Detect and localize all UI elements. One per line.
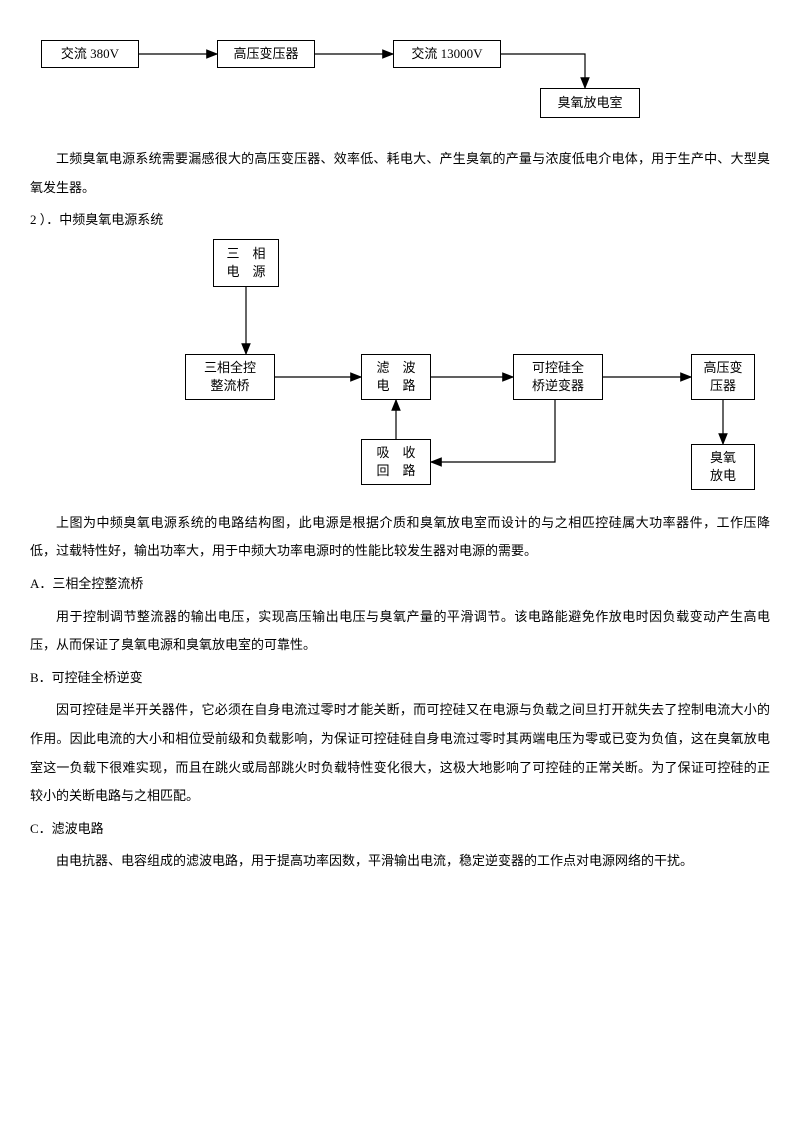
node-ozone: 臭氧放电室 — [540, 88, 640, 118]
heading-A: A．三相全控整流桥 — [30, 570, 770, 599]
node-absorb: 吸 收 回 路 — [361, 439, 431, 485]
para-C: 由电抗器、电容组成的滤波电路，用于提高功率因数，平滑输出电流，稳定逆变器的工作点… — [30, 847, 770, 876]
node-ac13k: 交流 13000V — [393, 40, 501, 68]
para-2: 上图为中频臭氧电源系统的电路结构图，此电源是根据介质和臭氧放电室而设计的与之相匹… — [30, 509, 770, 566]
heading-B: B．可控硅全桥逆变 — [30, 664, 770, 693]
node-ozone: 臭氧 放电 — [691, 444, 755, 490]
node-rect: 三相全控 整流桥 — [185, 354, 275, 400]
node-filter: 滤 波 电 路 — [361, 354, 431, 400]
para-1: 工频臭氧电源系统需要漏感很大的高压变压器、效率低、耗电大、产生臭氧的产量与浓度低… — [30, 145, 770, 202]
node-hvtx: 高压变压器 — [217, 40, 315, 68]
diagram-mid-freq: 三 相 电 源三相全控 整流桥 滤 波 电 路 可控硅全 桥逆变器 高压变 压器吸 收… — [35, 239, 770, 499]
node-src: 三 相 电 源 — [213, 239, 279, 287]
para-B: 因可控硅是半开关器件，它必须在自身电流过零时才能关断，而可控硅又在电源与负载之间… — [30, 696, 770, 810]
heading-mid-freq: 2 ）．中频臭氧电源系统 — [30, 206, 770, 235]
diagram-power-freq: 交流 380V 高压变压器 交流 13000V 臭氧放电室 — [35, 40, 770, 135]
node-ac380: 交流 380V — [41, 40, 139, 68]
node-hvtx: 高压变 压器 — [691, 354, 755, 400]
para-A: 用于控制调节整流器的输出电压，实现高压输出电压与臭氧产量的平滑调节。该电路能避免… — [30, 603, 770, 660]
node-inv: 可控硅全 桥逆变器 — [513, 354, 603, 400]
heading-C: C．滤波电路 — [30, 815, 770, 844]
